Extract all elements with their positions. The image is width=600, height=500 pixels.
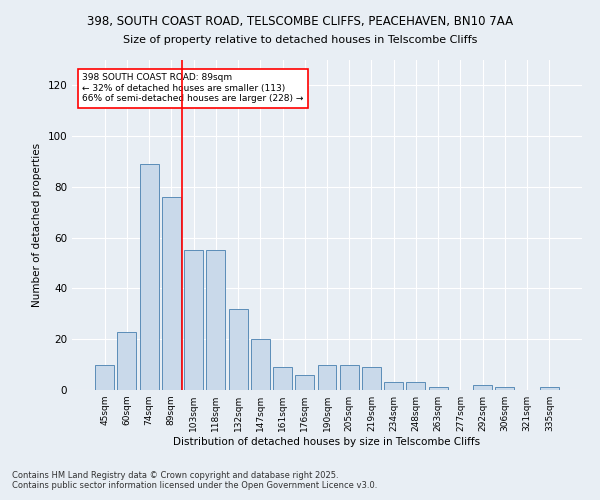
Bar xyxy=(184,250,203,390)
Bar xyxy=(95,364,114,390)
Bar xyxy=(273,367,292,390)
Bar xyxy=(251,339,270,390)
Text: Size of property relative to detached houses in Telscombe Cliffs: Size of property relative to detached ho… xyxy=(123,35,477,45)
Bar xyxy=(229,309,248,390)
Bar xyxy=(140,164,158,390)
Bar xyxy=(473,385,492,390)
Text: 398, SOUTH COAST ROAD, TELSCOMBE CLIFFS, PEACEHAVEN, BN10 7AA: 398, SOUTH COAST ROAD, TELSCOMBE CLIFFS,… xyxy=(87,15,513,28)
Bar xyxy=(429,388,448,390)
Bar xyxy=(540,388,559,390)
X-axis label: Distribution of detached houses by size in Telscombe Cliffs: Distribution of detached houses by size … xyxy=(173,437,481,447)
Text: Contains HM Land Registry data © Crown copyright and database right 2025.
Contai: Contains HM Land Registry data © Crown c… xyxy=(12,470,377,490)
Bar xyxy=(406,382,425,390)
Bar xyxy=(118,332,136,390)
Bar xyxy=(340,364,359,390)
Bar xyxy=(162,197,181,390)
Y-axis label: Number of detached properties: Number of detached properties xyxy=(32,143,42,307)
Bar xyxy=(496,388,514,390)
Bar xyxy=(206,250,225,390)
Text: 398 SOUTH COAST ROAD: 89sqm
← 32% of detached houses are smaller (113)
66% of se: 398 SOUTH COAST ROAD: 89sqm ← 32% of det… xyxy=(82,73,304,103)
Bar xyxy=(362,367,381,390)
Bar xyxy=(317,364,337,390)
Bar xyxy=(384,382,403,390)
Bar xyxy=(295,375,314,390)
